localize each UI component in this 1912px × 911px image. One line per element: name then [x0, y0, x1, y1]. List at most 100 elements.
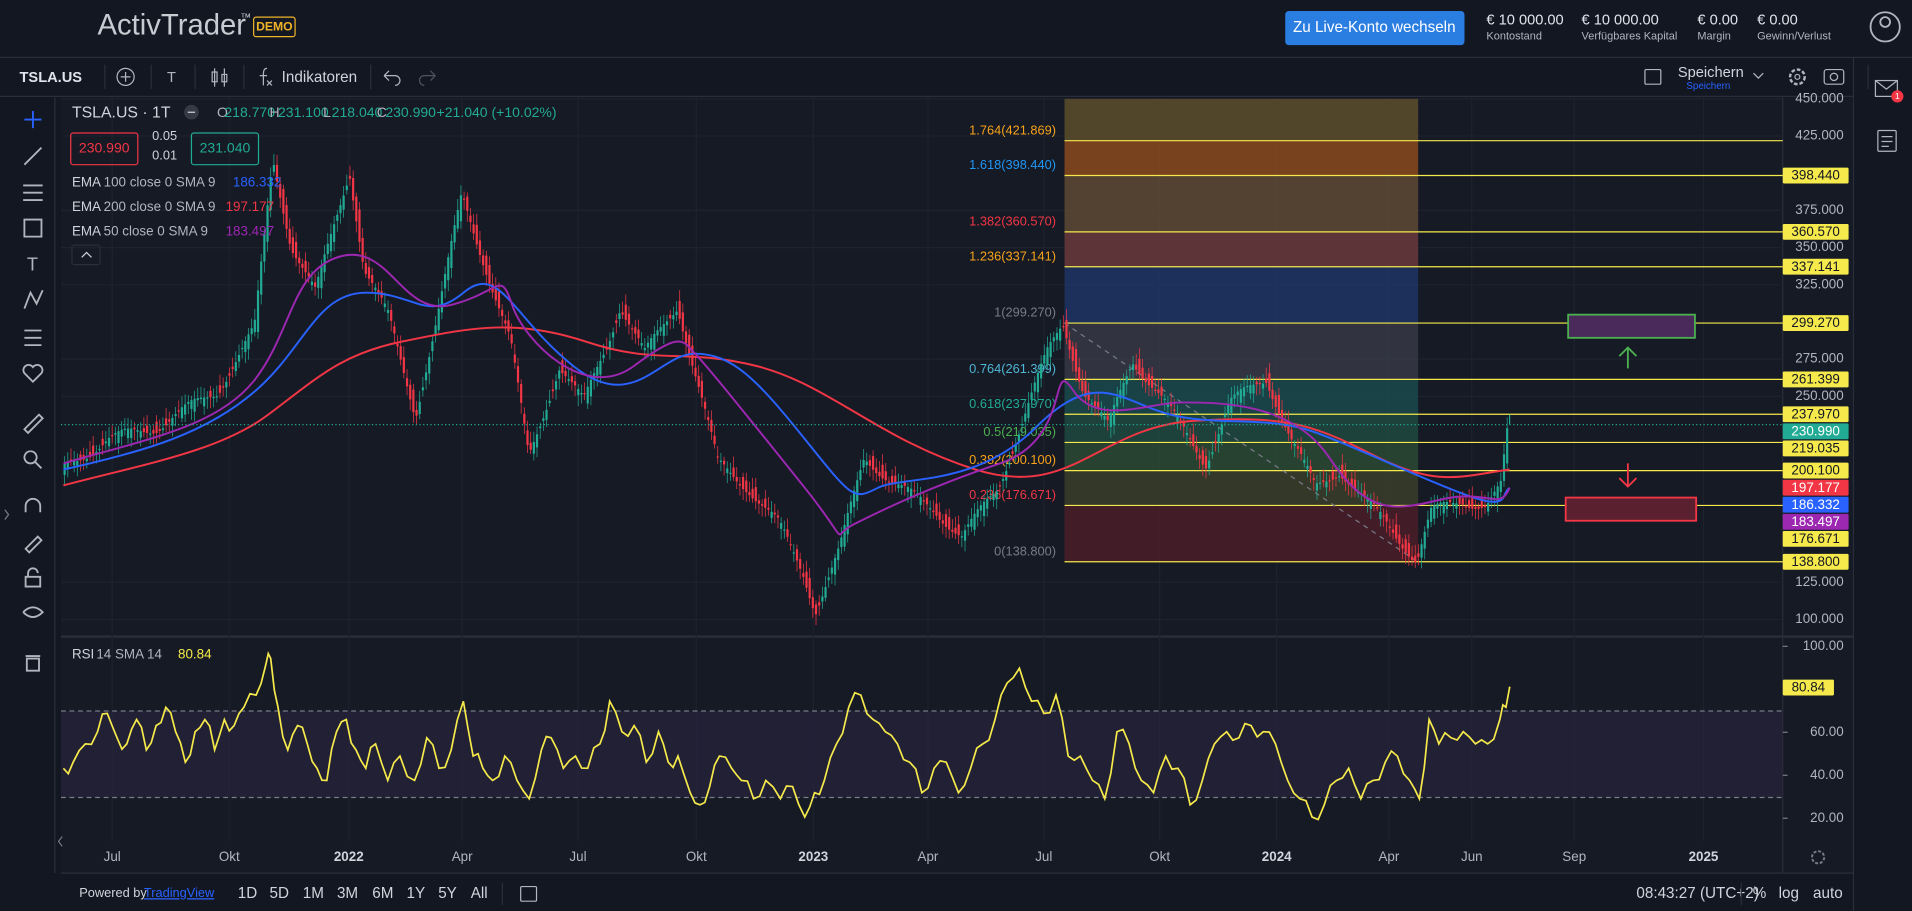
draw-lock-tool[interactable] [24, 535, 43, 554]
axis-settings[interactable] [1811, 850, 1826, 865]
candle-body [377, 289, 380, 293]
candle-body [516, 366, 520, 383]
add-symbol-button[interactable] [116, 67, 135, 87]
candle-body [1236, 391, 1239, 396]
candle-body [459, 195, 463, 222]
candle-body [824, 587, 827, 598]
save-button[interactable]: Speichern [1678, 65, 1744, 81]
stat-value: € 0.00 [1757, 13, 1798, 29]
period-button[interactable]: 5Y [438, 885, 457, 902]
symbol[interactable]: TSLA.US [20, 70, 83, 86]
candle-body [1176, 415, 1179, 423]
favorites-tool[interactable] [22, 364, 44, 384]
candle-body [1280, 409, 1284, 422]
cursor-tool[interactable] [24, 111, 42, 129]
pattern-tool[interactable] [23, 289, 44, 309]
candle-body [1217, 433, 1220, 443]
candle-body [66, 461, 69, 470]
candle-body [754, 487, 757, 502]
collapse-toolbar[interactable] [4, 509, 10, 520]
user-icon[interactable] [1869, 11, 1901, 43]
candle-body [1353, 479, 1357, 490]
date-range-button[interactable] [520, 885, 538, 902]
text-tool-left[interactable]: T [27, 254, 38, 275]
period-button[interactable]: 6M [372, 885, 393, 902]
collapse-timeline[interactable] [57, 836, 63, 847]
indicators-button[interactable]: Indikatoren [282, 69, 357, 86]
candle-body [266, 205, 269, 242]
shape-tool[interactable] [23, 218, 43, 238]
candle-body [466, 196, 469, 211]
redo-button[interactable] [418, 70, 436, 87]
candle-body [1233, 394, 1236, 399]
time-tick-label: 2024 [1262, 849, 1292, 864]
rsi-name: RSI [72, 646, 94, 661]
candle-body [291, 237, 294, 254]
text-tool[interactable]: T [167, 70, 176, 86]
indicator-name: EMA [72, 223, 101, 238]
candles [63, 154, 1509, 626]
period-button[interactable]: 1D [238, 885, 257, 902]
candle-body [1163, 398, 1166, 401]
lock-tool[interactable] [24, 567, 42, 588]
period-button[interactable]: 1M [303, 885, 324, 902]
ask-box[interactable] [190, 132, 260, 166]
change: +21.040 (+10.02%) [437, 104, 557, 120]
log-toggle[interactable]: log [1779, 885, 1799, 902]
live-button-text[interactable]: Zu Live-Konto wechseln [1293, 19, 1456, 36]
fib-zone [1064, 266, 1419, 324]
candle-body [1401, 544, 1404, 549]
rsi-line [62, 650, 1511, 821]
measure-tool[interactable] [23, 413, 44, 435]
candle-body [963, 530, 967, 541]
rsi-params: 14 SMA 14 [96, 646, 162, 661]
mail-icon [1875, 80, 1898, 90]
candle-body [1312, 478, 1315, 480]
bid-price[interactable]: 230.990 [79, 140, 130, 156]
period-button[interactable]: 1Y [406, 885, 425, 902]
line-tool[interactable] [23, 146, 43, 166]
news-button[interactable] [1877, 129, 1897, 152]
candle-body [967, 524, 970, 527]
fib-tool[interactable] [23, 184, 43, 201]
arrow-down [1618, 463, 1638, 488]
candle-body [1052, 337, 1055, 342]
candle-body [180, 407, 184, 419]
candle-body [393, 326, 396, 334]
provider-link[interactable]: TradingView [144, 885, 215, 900]
prediction-tool[interactable] [24, 329, 42, 347]
visibility-tool[interactable] [22, 606, 44, 618]
auto-toggle[interactable]: auto [1813, 885, 1843, 902]
period-button[interactable]: 3M [337, 885, 358, 902]
settings-button[interactable] [1788, 68, 1806, 86]
undo-button[interactable] [383, 70, 401, 87]
live-button[interactable] [1285, 11, 1465, 46]
candle-body [891, 475, 894, 483]
chart-type-button[interactable] [211, 68, 228, 87]
bid-box[interactable] [70, 132, 139, 166]
candle-body [1160, 386, 1163, 396]
magnet-tool[interactable] [24, 497, 42, 513]
collapse-legend[interactable] [71, 244, 101, 266]
indicator-name: EMA [72, 199, 101, 214]
candle-body [447, 257, 450, 281]
candle-body [726, 468, 729, 473]
candle-body [1055, 332, 1059, 340]
candle-body [602, 354, 605, 359]
layout-checkbox[interactable] [1644, 68, 1662, 85]
ask-price[interactable]: 231.040 [200, 140, 251, 156]
delete-tool[interactable] [25, 655, 41, 672]
candle-body [1154, 389, 1157, 391]
candle-body [840, 537, 843, 548]
candle-body [88, 451, 92, 458]
mail-button[interactable] [1874, 79, 1898, 98]
period-button[interactable]: All [471, 885, 488, 902]
period-button[interactable]: 5D [269, 885, 288, 902]
candle-body [85, 458, 88, 462]
zoom-tool[interactable] [23, 450, 43, 469]
save-menu-arrow[interactable] [1753, 72, 1764, 79]
screenshot-button[interactable] [1823, 68, 1845, 85]
candle-body [1277, 394, 1280, 415]
percent-toggle[interactable]: % [1753, 885, 1767, 902]
candle-body [1100, 412, 1103, 417]
